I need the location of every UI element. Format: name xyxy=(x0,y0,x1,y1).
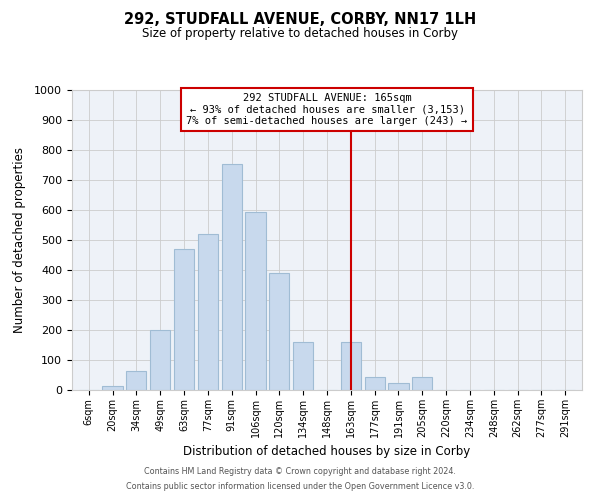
Bar xyxy=(198,234,218,390)
Bar xyxy=(103,386,122,390)
X-axis label: Distribution of detached houses by size in Corby: Distribution of detached houses by size … xyxy=(184,446,470,458)
Bar xyxy=(245,212,266,390)
Bar xyxy=(412,376,433,390)
Bar xyxy=(269,273,289,390)
Bar xyxy=(150,330,170,390)
Y-axis label: Number of detached properties: Number of detached properties xyxy=(13,147,26,333)
Text: Contains HM Land Registry data © Crown copyright and database right 2024.: Contains HM Land Registry data © Crown c… xyxy=(144,467,456,476)
Bar xyxy=(126,370,146,390)
Bar xyxy=(221,164,242,390)
Text: 292, STUDFALL AVENUE, CORBY, NN17 1LH: 292, STUDFALL AVENUE, CORBY, NN17 1LH xyxy=(124,12,476,28)
Bar xyxy=(365,376,385,390)
Bar xyxy=(388,382,409,390)
Bar xyxy=(341,342,361,390)
Bar xyxy=(174,249,194,390)
Text: Size of property relative to detached houses in Corby: Size of property relative to detached ho… xyxy=(142,28,458,40)
Text: 292 STUDFALL AVENUE: 165sqm
← 93% of detached houses are smaller (3,153)
7% of s: 292 STUDFALL AVENUE: 165sqm ← 93% of det… xyxy=(187,93,467,126)
Bar xyxy=(293,342,313,390)
Text: Contains public sector information licensed under the Open Government Licence v3: Contains public sector information licen… xyxy=(126,482,474,491)
